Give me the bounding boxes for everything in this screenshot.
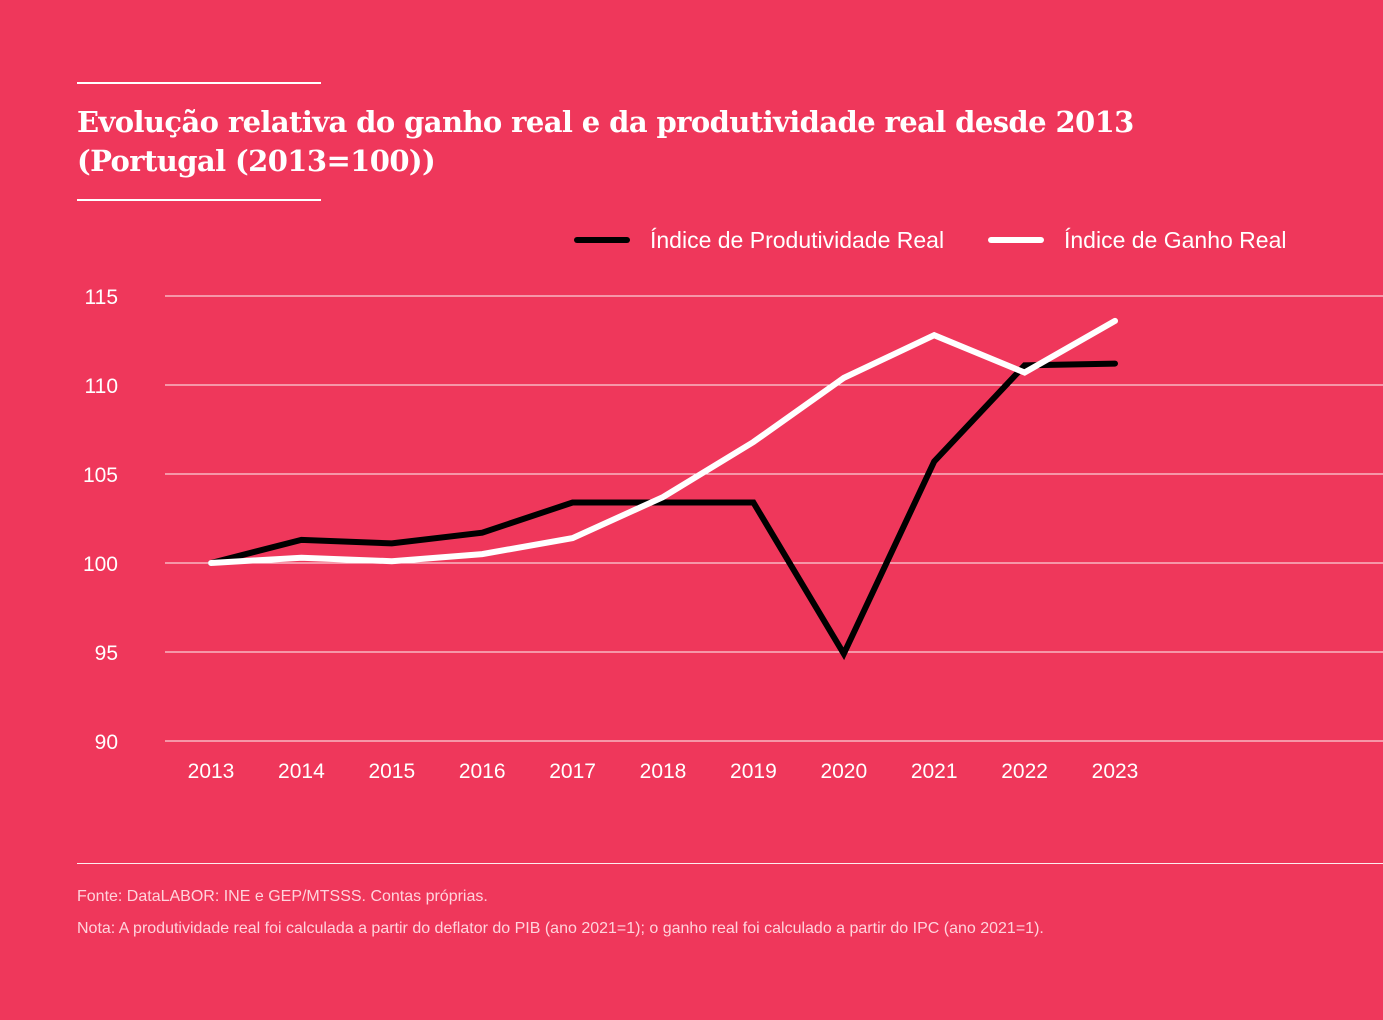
title-rule-top bbox=[77, 82, 321, 84]
x-tick-label-2017: 2017 bbox=[549, 760, 596, 783]
method-note: Nota: A produtividade real foi calculada… bbox=[77, 920, 1044, 937]
x-tick-label-2016: 2016 bbox=[459, 760, 506, 783]
y-tick-label-95: 95 bbox=[95, 642, 118, 665]
legend-swatch-produtividade bbox=[574, 237, 630, 243]
x-tick-label-2020: 2020 bbox=[820, 760, 867, 783]
legend-item-ganho: Índice de Ganho Real bbox=[988, 224, 1287, 256]
x-tick-label-2014: 2014 bbox=[278, 760, 325, 783]
x-tick-label-2015: 2015 bbox=[368, 760, 415, 783]
x-tick-label-2023: 2023 bbox=[1092, 760, 1139, 783]
series-line-ganho bbox=[208, 317, 1118, 566]
x-tick-label-2021: 2021 bbox=[911, 760, 958, 783]
x-tick-label-2018: 2018 bbox=[640, 760, 687, 783]
y-tick-label-100: 100 bbox=[83, 553, 118, 576]
title-rule-bottom bbox=[77, 199, 321, 201]
chart-title-line2: (Portugal (2013=100)) bbox=[77, 144, 436, 178]
x-tick-label-2022: 2022 bbox=[1001, 760, 1048, 783]
legend-item-produtividade: Índice de Produtividade Real bbox=[574, 224, 944, 256]
y-tick-label-105: 105 bbox=[83, 464, 118, 487]
x-tick-label-2013: 2013 bbox=[188, 760, 235, 783]
y-tick-label-90: 90 bbox=[95, 731, 118, 754]
footer-rule bbox=[77, 863, 1383, 864]
chart-title: Evolução relativa do ganho real e da pro… bbox=[77, 103, 1177, 181]
y-tick-label-115: 115 bbox=[85, 286, 118, 309]
legend-swatch-ganho bbox=[988, 237, 1044, 243]
chart-title-line1: Evolução relativa do ganho real e da pro… bbox=[77, 105, 1134, 139]
legend: Índice de Produtividade Real Índice de G… bbox=[0, 224, 1383, 256]
x-tick-label-2019: 2019 bbox=[730, 760, 777, 783]
legend-label-ganho: Índice de Ganho Real bbox=[1064, 226, 1287, 253]
series-line-produtividade bbox=[208, 360, 1118, 661]
y-tick-label-110: 110 bbox=[85, 375, 118, 398]
source-note: Fonte: DataLABOR: INE e GEP/MTSSS. Conta… bbox=[77, 888, 488, 905]
legend-label-produtividade: Índice de Produtividade Real bbox=[650, 226, 945, 253]
